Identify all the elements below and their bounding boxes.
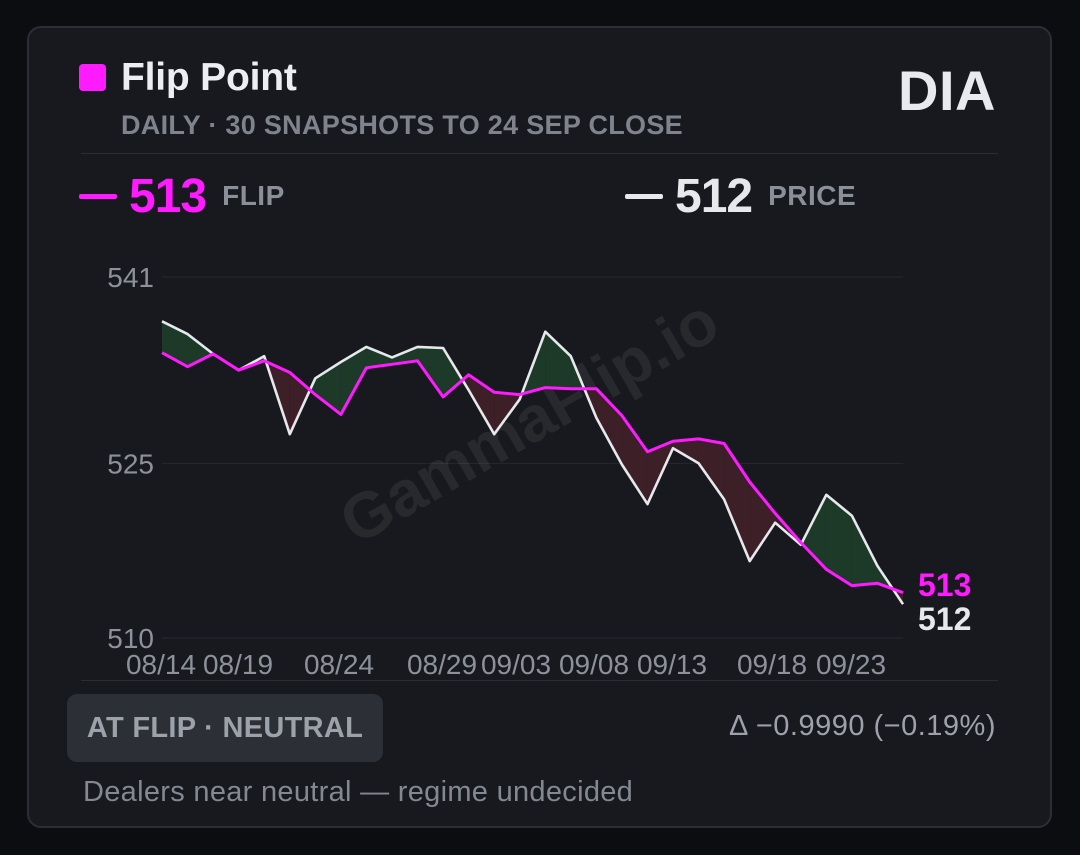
area-segment bbox=[340, 346, 367, 415]
y-tick-label: 525 bbox=[107, 448, 154, 479]
area-segment bbox=[801, 494, 827, 570]
y-tick-label: 510 bbox=[107, 623, 154, 654]
price-stat: 512 PRICE bbox=[625, 166, 856, 226]
area-segment bbox=[826, 494, 852, 586]
flip-label: FLIP bbox=[222, 180, 285, 211]
watermark-text: GammaFlip.io bbox=[328, 284, 730, 558]
flip-line-swatch bbox=[79, 193, 117, 199]
area-segment bbox=[289, 372, 310, 435]
x-tick-label: 08/14 bbox=[126, 649, 196, 680]
area-segment bbox=[851, 515, 878, 586]
area-segment bbox=[443, 348, 463, 397]
area-segment bbox=[673, 438, 699, 464]
ticker-symbol: DIA bbox=[898, 59, 996, 122]
area-segment bbox=[366, 346, 392, 368]
area-segment bbox=[417, 346, 444, 397]
area-segment bbox=[391, 346, 418, 365]
price-line bbox=[161, 320, 905, 605]
area-segment bbox=[698, 438, 725, 500]
card-subtitle: DAILY · 30 SNAPSHOTS TO 24 SEP CLOSE bbox=[121, 110, 683, 140]
area-segment bbox=[621, 415, 648, 505]
flip-end-label: 513 bbox=[918, 567, 971, 603]
area-segment bbox=[596, 388, 622, 465]
x-tick-label: 09/03 bbox=[481, 649, 551, 680]
area-segment bbox=[749, 481, 776, 562]
x-tick-label: 09/08 bbox=[559, 649, 629, 680]
flip-line bbox=[161, 351, 904, 595]
delta-readout: Δ −0.9990 (−0.19%) bbox=[729, 710, 996, 742]
price-line-swatch bbox=[625, 193, 663, 199]
area-segment bbox=[187, 334, 214, 367]
card-title: Flip Point bbox=[121, 56, 297, 99]
x-tick-label: 08/24 bbox=[304, 649, 374, 680]
price-end-label: 512 bbox=[918, 601, 971, 637]
flip-legend-square bbox=[79, 64, 106, 91]
x-tick-label: 09/18 bbox=[737, 649, 807, 680]
regime-note: Dealers near neutral — regime undecided bbox=[83, 776, 634, 808]
regime-badge: AT FLIP · NEUTRAL bbox=[67, 694, 383, 762]
chart-divider bbox=[81, 680, 998, 681]
area-segment bbox=[545, 331, 571, 389]
price-value: 512 bbox=[675, 169, 753, 223]
flip-point-card: Flip Point DAILY · 30 SNAPSHOTS TO 24 SE… bbox=[27, 26, 1052, 828]
x-tick-label: 09/13 bbox=[637, 649, 707, 680]
x-tick-label: 08/29 bbox=[407, 649, 477, 680]
header-divider bbox=[81, 153, 998, 154]
flip-value: 513 bbox=[129, 169, 207, 223]
y-tick-label: 541 bbox=[107, 262, 154, 293]
x-tick-label: 08/19 bbox=[203, 649, 273, 680]
x-tick-label: 09/23 bbox=[816, 649, 886, 680]
price-label: PRICE bbox=[768, 180, 857, 211]
flip-stat: 513 FLIP bbox=[79, 166, 285, 226]
